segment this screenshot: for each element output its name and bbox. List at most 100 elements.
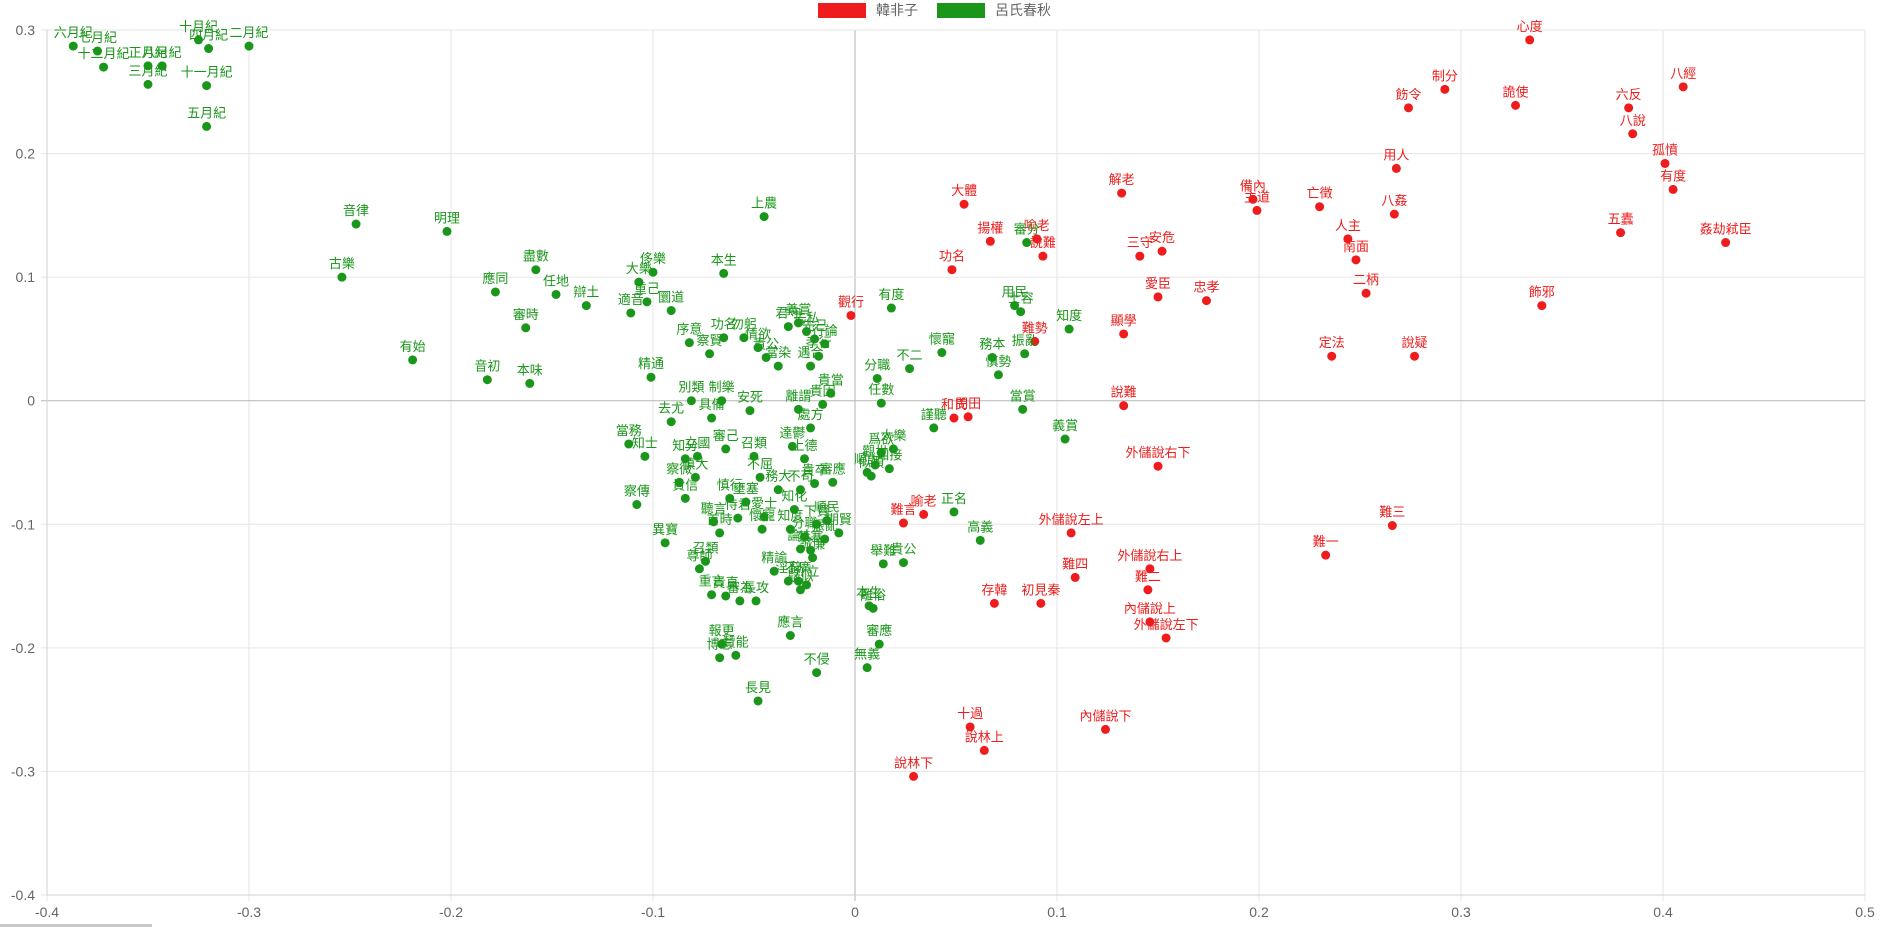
data-point-label: 有度 <box>878 287 904 303</box>
data-point <box>820 339 830 349</box>
data-point-label: 達鬱 <box>779 426 805 441</box>
data-point-label: 正月紀 <box>128 46 167 61</box>
data-point <box>157 61 167 71</box>
data-point <box>1668 184 1678 194</box>
data-point <box>143 61 153 71</box>
data-point-label: 十月紀 <box>179 20 218 35</box>
data-point <box>666 306 676 316</box>
data-point <box>1248 194 1258 204</box>
data-point <box>581 301 591 311</box>
data-point-label: 務大 <box>765 470 791 485</box>
horizontal-scrollbar[interactable] <box>0 924 152 927</box>
data-point-label: 召類 <box>693 541 719 556</box>
data-point <box>761 352 771 362</box>
data-point-label: 三守 <box>1127 236 1153 251</box>
data-point-label: 外儲說左上 <box>1039 512 1104 528</box>
data-point <box>1410 351 1420 361</box>
data-point <box>905 364 915 374</box>
data-point-label: 飭令 <box>1395 87 1421 103</box>
y-tick-label: 0.2 <box>16 146 36 162</box>
data-point <box>686 396 696 406</box>
data-point-label: 當染 <box>765 346 791 361</box>
data-point <box>1016 307 1026 317</box>
data-point <box>783 322 793 332</box>
data-point <box>482 375 492 385</box>
data-point <box>351 219 361 229</box>
data-point-label: 解老 <box>1109 173 1135 188</box>
data-point <box>884 464 894 474</box>
data-point-label: 外儲說左下 <box>1134 617 1199 633</box>
data-point <box>692 451 702 461</box>
data-point-label: 三月紀 <box>128 64 167 79</box>
data-point <box>1032 234 1042 244</box>
data-point <box>733 513 743 523</box>
data-point-label: 貴當 <box>818 373 844 388</box>
data-point-label: 精通 <box>638 357 664 372</box>
data-point <box>1161 633 1171 643</box>
data-point <box>204 44 214 54</box>
data-point <box>719 268 729 278</box>
data-point-label: 審應 <box>820 461 846 477</box>
data-point-label: 二月紀 <box>229 26 268 41</box>
data-point-label: 審應 <box>866 623 892 639</box>
x-tick-label: 0.4 <box>1653 904 1673 920</box>
data-point <box>646 372 656 382</box>
data-point <box>751 596 761 606</box>
legend-label-1[interactable]: 韓非子 <box>876 3 918 19</box>
data-point <box>1020 349 1030 359</box>
data-point-label: 知化 <box>781 488 807 504</box>
data-point-label: 顯學 <box>1111 314 1137 329</box>
data-point <box>898 558 908 568</box>
data-point <box>1387 521 1397 531</box>
data-point-label: 制樂 <box>709 380 735 396</box>
axis-ticks: -0.4 -0.3 -0.2 -0.1 0 0.1 0.2 0.3 0.4 0.5 0.3 0.2 0.… <box>11 22 1875 920</box>
data-point <box>785 631 795 640</box>
legend-label-2[interactable]: 呂氏春秋 <box>995 3 1051 19</box>
data-point <box>822 516 832 526</box>
data-point <box>1135 251 1145 261</box>
data-point-label: 當務 <box>616 424 642 439</box>
data-point-label: 不屈 <box>747 457 773 472</box>
data-point <box>1153 461 1163 471</box>
data-point <box>143 79 153 89</box>
data-point <box>975 535 985 545</box>
data-point-label: 本生 <box>856 586 882 601</box>
data-point-label: 本味 <box>517 363 543 378</box>
legend-swatch-2[interactable] <box>937 3 985 18</box>
data-point <box>1145 564 1155 574</box>
data-point <box>800 454 809 464</box>
data-point <box>632 500 642 510</box>
data-point <box>640 451 650 461</box>
data-point-label: 知接 <box>876 448 902 464</box>
y-tick-label: 0.3 <box>16 22 36 38</box>
data-point-label: 安死 <box>737 391 763 406</box>
data-point-label: 功名 <box>711 317 737 333</box>
data-point <box>717 396 727 406</box>
data-point <box>876 398 886 408</box>
data-point <box>810 334 820 344</box>
data-point-label: 難三 <box>1379 506 1405 521</box>
data-point-label: 上農 <box>751 197 777 212</box>
data-point <box>68 41 78 51</box>
data-point <box>1119 401 1129 411</box>
data-point <box>1060 434 1070 444</box>
data-point-label: 介立 <box>794 565 820 580</box>
data-point-label: 慎大 <box>682 457 708 472</box>
data-point <box>870 460 880 470</box>
data-point <box>759 512 769 522</box>
data-point <box>802 580 812 590</box>
data-point <box>800 532 809 542</box>
y-tick-label: 0 <box>27 393 35 409</box>
data-point-label: 辯土 <box>573 286 599 301</box>
data-point-label: 問田 <box>955 397 981 412</box>
data-point-label: 說林上 <box>965 729 1004 745</box>
data-point <box>1403 103 1413 113</box>
data-point-label: 離俗 <box>860 588 886 603</box>
data-point-label: 上德 <box>791 439 817 454</box>
data-point <box>1022 238 1032 248</box>
legend-swatch-1[interactable] <box>818 3 866 18</box>
data-point-label: 大樂 <box>626 261 652 277</box>
legend[interactable]: 韓非子 呂氏春秋 <box>818 3 1051 19</box>
data-point <box>684 338 694 348</box>
